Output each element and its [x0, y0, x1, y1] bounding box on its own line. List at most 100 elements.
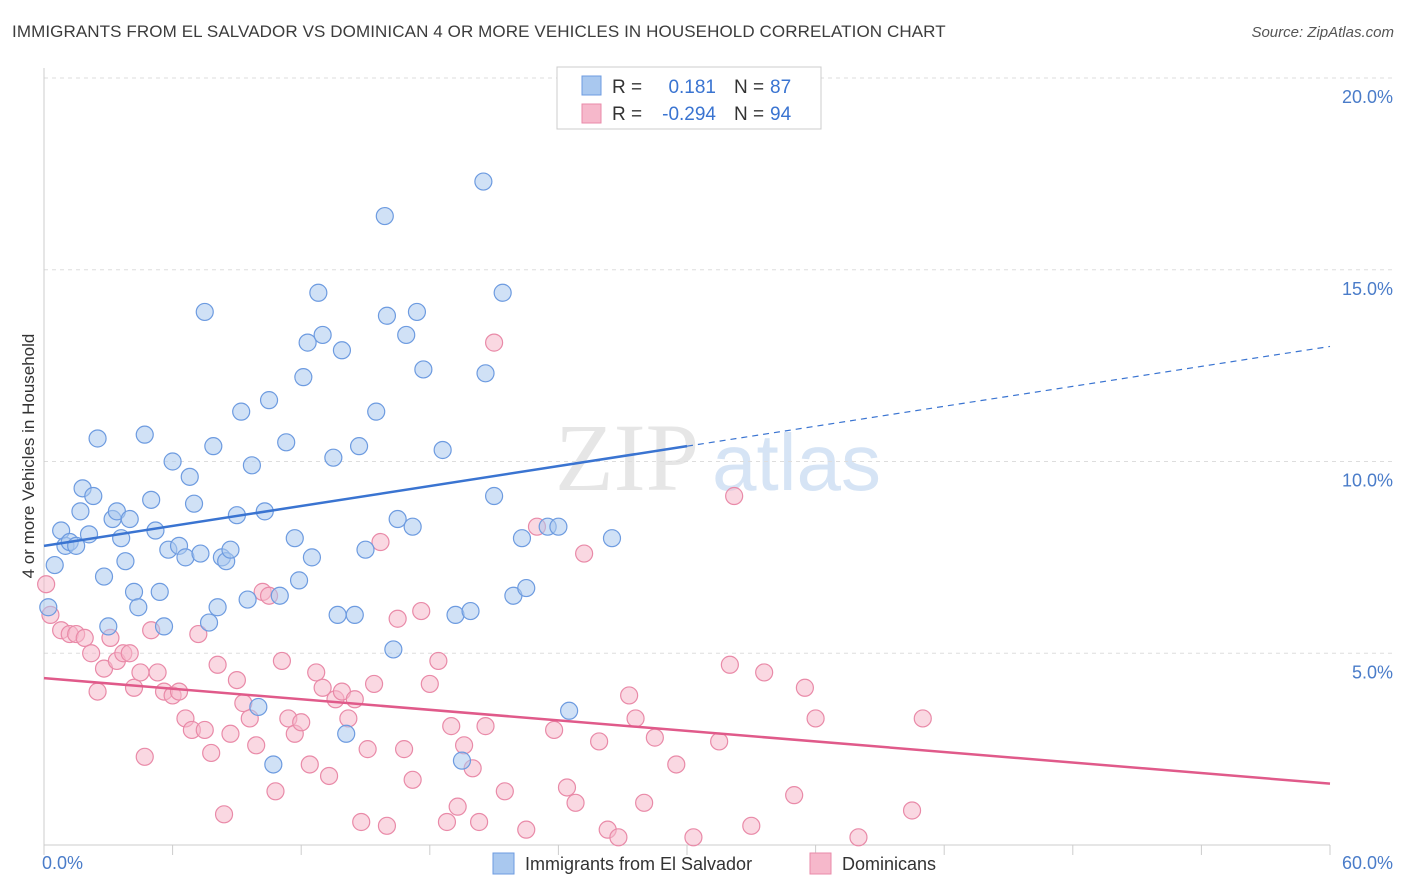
- el-salvador-point: [88, 429, 107, 448]
- el-salvador-point: [232, 402, 251, 421]
- dominicans-point: [189, 624, 208, 644]
- y-tick-label: 20.0%: [1342, 87, 1393, 107]
- legend-n-label-1: N =: [734, 77, 764, 98]
- dominicans-point: [37, 575, 56, 594]
- dominicans-point: [377, 816, 397, 835]
- dominicans-point: [495, 782, 514, 801]
- dominicans-point: [307, 663, 326, 682]
- el-salvador-point: [99, 617, 118, 636]
- el-salvador-point: [474, 172, 493, 191]
- el-salvador-point: [384, 640, 403, 659]
- el-salvador-point: [39, 598, 58, 617]
- source-label: Source: ZipAtlas.com: [1251, 24, 1394, 41]
- el-salvador-point: [485, 486, 504, 506]
- dominicans-point: [469, 812, 489, 832]
- dominicans-point: [902, 801, 922, 820]
- el-salvador-point: [94, 567, 114, 586]
- series-legend-label-pink: Dominicans: [842, 854, 936, 874]
- dominicans-point: [214, 805, 234, 824]
- el-salvador-point: [238, 590, 257, 609]
- chart-title: IMMIGRANTS FROM EL SALVADOR VS DOMINICAN…: [12, 22, 946, 41]
- trendlines: [43, 345, 1331, 785]
- el-salvador-point: [375, 206, 394, 226]
- y-tick-label: 10.0%: [1342, 471, 1393, 491]
- dominicans-point: [120, 644, 139, 663]
- el-salvador-point: [242, 456, 262, 475]
- series-legend-swatch-blue: [492, 852, 515, 875]
- dominicans-point: [75, 628, 94, 648]
- dominicans-point: [557, 778, 577, 797]
- x-tick-label-max: 60.0%: [1342, 853, 1393, 873]
- el-salvador-point: [549, 517, 568, 536]
- dominicans-point: [292, 713, 311, 732]
- dominicans-point: [785, 786, 804, 805]
- dominicans-point: [720, 655, 739, 674]
- legend-r-value-1: 0.181: [668, 77, 716, 98]
- el-salvador-point: [142, 490, 161, 509]
- el-salvador-point: [289, 571, 309, 590]
- el-salvador-point: [476, 364, 495, 383]
- dominicans-point: [725, 486, 744, 506]
- dominicans-point: [208, 655, 227, 674]
- correlation-legend: R = 0.181 N = 87 R = -0.294 N = 94: [556, 66, 822, 130]
- dominicans-point: [667, 755, 686, 774]
- el-salvador-point: [294, 368, 313, 387]
- el-salvador-point: [270, 586, 289, 605]
- dominicans-point: [352, 812, 371, 832]
- dominicans-point: [609, 828, 628, 847]
- el-salvador-point: [452, 751, 472, 770]
- el-salvador-point: [446, 605, 465, 625]
- el-salvador-point: [71, 502, 90, 521]
- dominicans-point: [454, 736, 474, 755]
- legend-n-value-2: 94: [770, 104, 792, 125]
- dominicans-point: [575, 544, 594, 563]
- dominicans-point: [849, 828, 868, 847]
- el-salvador-point: [249, 697, 268, 717]
- dominicans-point: [169, 682, 189, 701]
- dominicans-point: [429, 651, 448, 671]
- el-salvador-point: [356, 540, 375, 559]
- el-salvador-point: [414, 360, 433, 379]
- dominicans-point: [412, 601, 431, 621]
- series-legend: Immigrants from El Salvador Dominicans: [492, 852, 936, 875]
- el-salvador-point: [264, 755, 283, 774]
- gridlines: [44, 77, 1395, 654]
- el-salvador-point: [259, 391, 279, 410]
- el-salvador-point: [337, 724, 356, 743]
- dominicans-point: [247, 736, 266, 755]
- el-salvador-point: [332, 341, 352, 360]
- dominicans-point: [420, 674, 439, 694]
- el-salvador-point: [407, 302, 427, 322]
- el-salvador-point: [517, 578, 536, 598]
- dominicans-point: [635, 793, 654, 812]
- dominicans-point: [394, 740, 414, 759]
- dominicans-point: [202, 743, 221, 763]
- el-salvador-point: [195, 302, 214, 322]
- dominicans-point: [388, 609, 407, 628]
- legend-swatch-blue: [581, 75, 602, 96]
- el-salvador-point: [345, 605, 364, 625]
- y-axis-title: 4 or more Vehicles in Household: [19, 334, 38, 579]
- dominicans-point: [448, 797, 467, 816]
- dominicans-point: [437, 812, 457, 832]
- el-salvador-point: [184, 494, 204, 513]
- x-tick-label-min: 0.0%: [42, 853, 83, 873]
- legend-n-label-2: N =: [734, 104, 764, 125]
- el-salvador-point: [298, 333, 317, 352]
- dominicans-point: [148, 663, 167, 682]
- dominicans-point: [684, 828, 703, 847]
- dominicans-point: [131, 663, 150, 682]
- dominicans-point: [806, 709, 825, 728]
- dominicans-point: [82, 644, 101, 663]
- el-salvador-point: [493, 283, 512, 302]
- el-salvador-point: [285, 529, 304, 548]
- el-salvador-point: [349, 437, 369, 456]
- dominicans-point: [227, 670, 246, 690]
- legend-swatch-pink: [581, 103, 602, 124]
- el-salvador-point: [208, 598, 227, 617]
- dominicans-point: [272, 651, 292, 671]
- el-salvador-point: [397, 325, 416, 345]
- dominicans-point: [319, 766, 339, 786]
- el-salvador-point: [204, 437, 223, 456]
